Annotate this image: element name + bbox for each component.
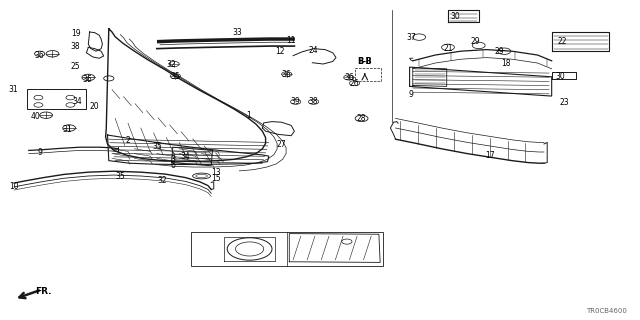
Text: 38: 38 <box>70 42 81 51</box>
Text: 8: 8 <box>230 243 235 252</box>
Text: 9: 9 <box>37 148 42 157</box>
Text: 32: 32 <box>166 60 177 69</box>
Text: 10: 10 <box>9 182 19 191</box>
Text: 2: 2 <box>125 136 131 145</box>
Text: 1: 1 <box>246 111 251 120</box>
Bar <box>355 68 381 81</box>
Text: 14: 14 <box>227 250 237 259</box>
Text: 34: 34 <box>72 97 82 106</box>
Text: 39: 39 <box>291 97 301 106</box>
Text: FR.: FR. <box>35 287 52 296</box>
Text: 4: 4 <box>355 244 360 253</box>
Text: 24: 24 <box>308 46 319 55</box>
Text: 35: 35 <box>170 72 180 81</box>
Bar <box>27 89 86 109</box>
Bar <box>191 232 383 266</box>
Text: 38: 38 <box>308 97 319 106</box>
Text: 16: 16 <box>227 257 237 266</box>
Text: B-B: B-B <box>358 57 372 66</box>
Text: 31: 31 <box>62 125 72 134</box>
Text: 3: 3 <box>170 155 175 164</box>
Text: 35: 35 <box>115 172 125 181</box>
Text: 31: 31 <box>8 85 18 94</box>
Text: 17: 17 <box>484 151 495 160</box>
Text: 29: 29 <box>494 47 504 56</box>
Text: 37: 37 <box>406 33 416 42</box>
Text: 23: 23 <box>559 98 570 107</box>
Text: 30: 30 <box>451 12 461 20</box>
Text: 6: 6 <box>170 161 175 170</box>
Text: 36: 36 <box>344 73 354 82</box>
Text: TR0CB4600: TR0CB4600 <box>586 308 627 314</box>
Text: 11: 11 <box>287 36 296 45</box>
Text: 9: 9 <box>408 90 413 99</box>
Text: 36: 36 <box>282 70 292 79</box>
Text: 26: 26 <box>349 79 360 88</box>
Text: 21: 21 <box>444 44 452 53</box>
Text: 7: 7 <box>355 252 360 260</box>
Text: 36: 36 <box>83 75 93 84</box>
Text: 32: 32 <box>157 176 167 185</box>
Text: 27: 27 <box>276 140 287 149</box>
Text: 34: 34 <box>180 152 191 161</box>
Text: 15: 15 <box>211 174 221 183</box>
Text: 33: 33 <box>232 28 242 36</box>
Text: 40: 40 <box>30 112 40 121</box>
Text: B-B: B-B <box>358 57 371 66</box>
Text: 20: 20 <box>90 102 100 111</box>
Text: 12: 12 <box>276 47 285 56</box>
Text: 18: 18 <box>501 59 510 68</box>
Text: 25: 25 <box>70 62 81 71</box>
Text: 35: 35 <box>152 142 162 151</box>
Text: 5: 5 <box>230 236 235 244</box>
Text: 29: 29 <box>470 37 480 46</box>
Text: 28: 28 <box>357 114 366 123</box>
Text: 22: 22 <box>557 37 566 46</box>
Text: 36: 36 <box>35 51 45 60</box>
Text: 30: 30 <box>555 72 565 81</box>
Text: 13: 13 <box>211 168 221 177</box>
Text: 27: 27 <box>340 235 351 244</box>
Text: 19: 19 <box>70 29 81 38</box>
